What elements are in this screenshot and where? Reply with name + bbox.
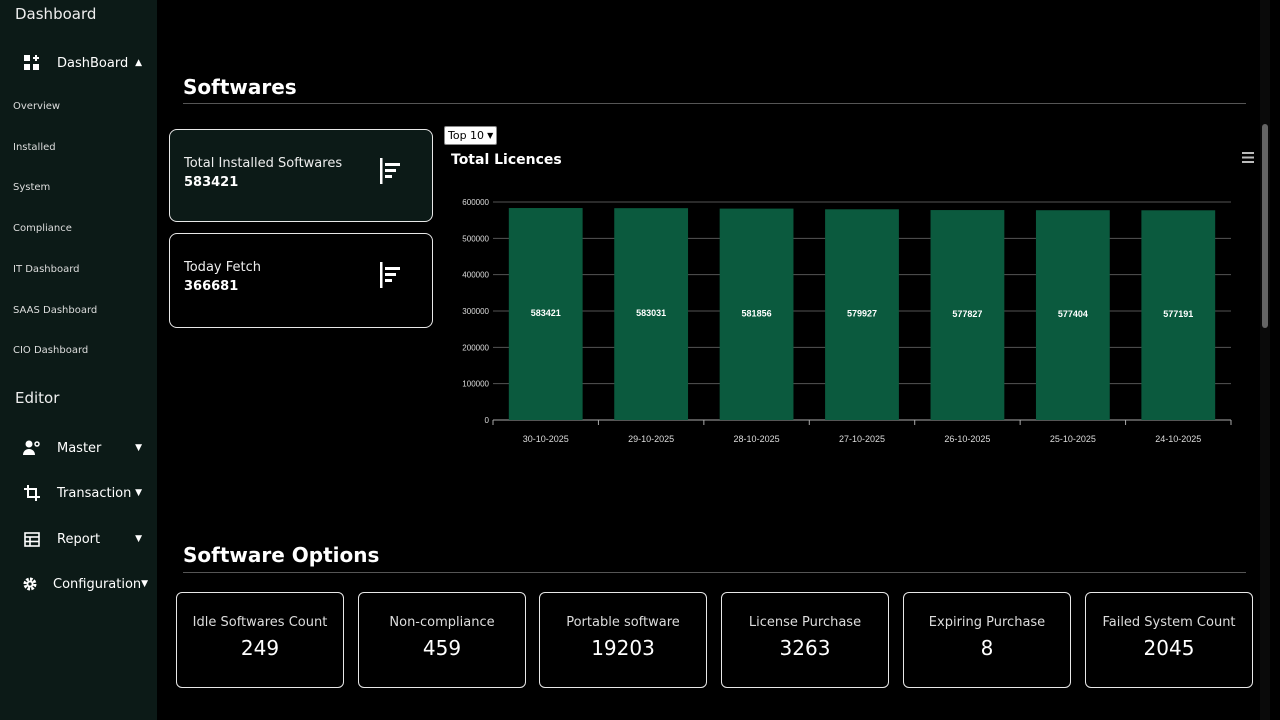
table-icon <box>22 530 42 548</box>
sidebar-group-master[interactable]: Master ▼ <box>22 439 142 457</box>
sidebar-item-overview[interactable]: Overview <box>13 101 61 112</box>
bar-chart-icon <box>380 158 402 188</box>
card-value: 19203 <box>591 636 655 660</box>
user-settings-icon <box>22 439 42 457</box>
x-tick-label: 28-10-2025 <box>734 434 780 444</box>
y-tick-label: 200000 <box>462 343 489 352</box>
caret-down-icon: ▼ <box>135 534 142 544</box>
crop-icon <box>22 484 42 502</box>
caret-down-icon: ▼ <box>135 443 142 453</box>
gear-icon <box>22 575 38 593</box>
scrollbar-thumb[interactable] <box>1262 124 1268 328</box>
x-tick-label: 24-10-2025 <box>1155 434 1201 444</box>
sidebar-heading-editor: Editor <box>15 389 60 407</box>
license-purchase-card[interactable]: License Purchase 3263 <box>721 592 889 688</box>
section-divider <box>183 572 1246 573</box>
software-options-title: Software Options <box>183 543 380 567</box>
data-label: 581856 <box>742 308 772 318</box>
sidebar-group-label: Report <box>57 531 101 547</box>
card-value: 249 <box>240 636 280 660</box>
sidebar-item-system[interactable]: System <box>13 182 51 193</box>
data-label: 579927 <box>847 309 877 319</box>
card-title: Idle Softwares Count <box>192 615 328 630</box>
card-title: Total Installed Softwares <box>184 156 343 171</box>
main-content: Softwares Total Installed Softwares 5834… <box>157 0 1270 720</box>
sidebar-group-configuration[interactable]: Configuration ▼ <box>22 575 148 593</box>
sidebar: Dashboard DashBoard ▲ Overview Installed… <box>0 0 157 720</box>
total-installed-card[interactable]: Total Installed Softwares 583421 <box>169 129 433 222</box>
section-divider <box>183 103 1246 104</box>
sidebar-heading-dashboard: Dashboard <box>15 5 97 23</box>
y-tick-label: 500000 <box>462 234 489 243</box>
sidebar-item-it-dashboard[interactable]: IT Dashboard <box>13 264 80 275</box>
y-tick-label: 0 <box>485 416 490 425</box>
bar <box>930 210 1005 420</box>
non-compliance-card[interactable]: Non-compliance 459 <box>358 592 526 688</box>
bar-chart-icon <box>380 262 402 292</box>
sidebar-group-report[interactable]: Report ▼ <box>22 530 142 548</box>
expiring-purchase-card[interactable]: Expiring Purchase 8 <box>903 592 1071 688</box>
bar <box>1035 210 1110 420</box>
y-tick-label: 300000 <box>462 307 489 316</box>
data-label: 583031 <box>636 308 666 318</box>
bar <box>614 208 689 420</box>
chart-title: Total Licences <box>451 152 562 168</box>
dashboard-grid-icon <box>22 54 42 72</box>
caret-up-icon: ▲ <box>135 58 142 68</box>
y-tick-label: 100000 <box>462 380 489 389</box>
y-tick-label: 600000 <box>462 198 489 207</box>
sidebar-item-cio-dashboard[interactable]: CIO Dashboard <box>13 345 89 356</box>
card-title: Expiring Purchase <box>928 615 1046 630</box>
data-label: 577191 <box>1163 309 1193 319</box>
card-title: Failed System Count <box>1102 615 1236 630</box>
sidebar-item-installed[interactable]: Installed <box>13 142 56 153</box>
card-value: 459 <box>422 636 462 660</box>
data-label: 577827 <box>952 309 982 319</box>
sidebar-group-label: Configuration <box>53 576 142 592</box>
card-title: Non-compliance <box>389 615 495 630</box>
bar <box>508 208 583 420</box>
today-fetch-card[interactable]: Today Fetch 366681 <box>169 233 433 328</box>
x-tick-label: 26-10-2025 <box>944 434 990 444</box>
idle-softwares-card[interactable]: Idle Softwares Count 249 <box>176 592 344 688</box>
caret-down-icon: ▼ <box>135 488 142 498</box>
y-tick-label: 400000 <box>462 271 489 280</box>
sidebar-group-dashboard[interactable]: DashBoard ▲ <box>22 54 142 72</box>
card-value: 3263 <box>779 636 831 660</box>
failed-system-card[interactable]: Failed System Count 2045 <box>1085 592 1253 688</box>
select-value: Top 10 <box>448 129 485 142</box>
x-tick-label: 27-10-2025 <box>839 434 885 444</box>
x-tick-label: 25-10-2025 <box>1050 434 1096 444</box>
caret-down-icon: ▼ <box>141 579 149 589</box>
scrollbar[interactable] <box>1260 0 1270 720</box>
sidebar-group-transaction[interactable]: Transaction ▼ <box>22 484 142 502</box>
bar <box>1141 210 1216 420</box>
softwares-title: Softwares <box>183 75 297 99</box>
card-value: 8 <box>980 636 994 660</box>
hamburger-menu-icon[interactable] <box>1242 148 1254 167</box>
data-label: 577404 <box>1058 309 1088 319</box>
bar <box>825 209 899 420</box>
sidebar-group-label: DashBoard <box>57 55 129 71</box>
sidebar-group-label: Transaction <box>57 485 132 501</box>
sidebar-group-label: Master <box>57 440 102 456</box>
x-tick-label: 29-10-2025 <box>628 434 674 444</box>
sidebar-item-compliance[interactable]: Compliance <box>13 223 72 234</box>
sidebar-item-saas-dashboard[interactable]: SAAS Dashboard <box>13 305 98 316</box>
top-n-select[interactable]: Top 10 ▼ <box>444 126 498 145</box>
card-value: 583421 <box>184 175 239 190</box>
chevron-down-icon: ▼ <box>487 131 494 140</box>
card-title: Portable software <box>566 615 680 630</box>
bar <box>719 208 794 420</box>
card-title: License Purchase <box>748 615 862 630</box>
portable-software-card[interactable]: Portable software 19203 <box>539 592 707 688</box>
card-title: Today Fetch <box>184 260 261 275</box>
total-licences-chart: 0 100000 200000 300000 400000 500000 600000 583… <box>462 198 1232 444</box>
card-value: 2045 <box>1143 636 1195 660</box>
data-label: 583421 <box>531 308 561 318</box>
card-value: 366681 <box>184 279 239 294</box>
x-tick-label: 30-10-2025 <box>523 434 569 444</box>
